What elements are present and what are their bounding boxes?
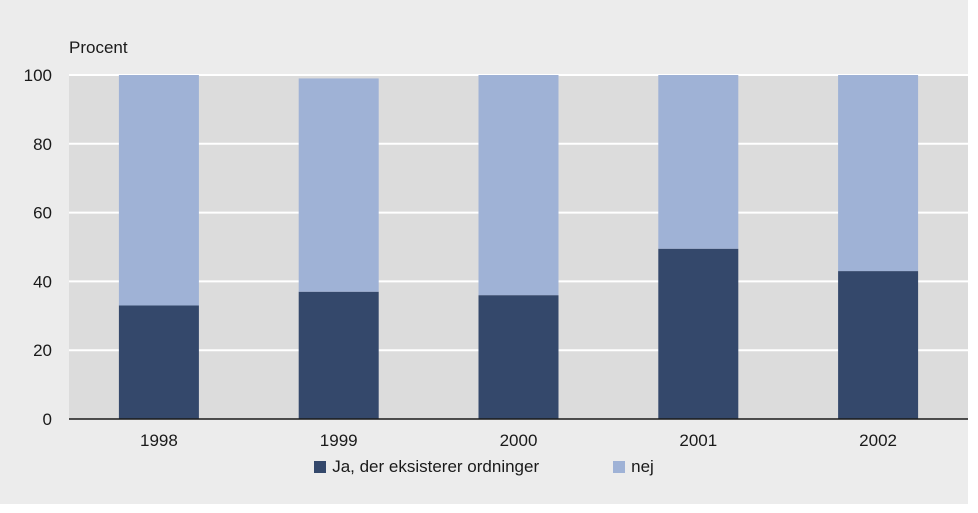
bar-1998-nej bbox=[118, 75, 199, 306]
y-tick-label: 100 bbox=[24, 66, 52, 85]
bar-1998-ja bbox=[118, 305, 199, 419]
legend-label-nej: nej bbox=[631, 457, 654, 476]
y-tick-label: 0 bbox=[43, 410, 52, 429]
x-tick-label: 1999 bbox=[320, 431, 358, 450]
x-tick-label: 2002 bbox=[859, 431, 897, 450]
bar-1999-nej bbox=[298, 78, 379, 292]
chart-frame: 0 20 40 60 80 100 1998 1999 2000 2001 2002 Procen… bbox=[0, 0, 968, 504]
x-tick-label: 2000 bbox=[500, 431, 538, 450]
bar-1999-ja bbox=[298, 291, 379, 419]
legend-label-ja: Ja, der eksisterer ordninger bbox=[332, 457, 540, 476]
y-tick-label: 40 bbox=[33, 272, 52, 291]
y-axis-ticks: 0 20 40 60 80 100 bbox=[24, 66, 52, 429]
bar-2000-ja bbox=[478, 295, 559, 419]
y-tick-label: 80 bbox=[33, 135, 52, 154]
bar-2000-nej bbox=[478, 75, 559, 296]
bar-2001-nej bbox=[658, 75, 739, 249]
y-axis-label: Procent bbox=[69, 38, 128, 57]
legend-swatch-nej bbox=[613, 461, 626, 473]
y-tick-label: 60 bbox=[33, 204, 52, 223]
bar-2002-ja bbox=[838, 271, 919, 419]
legend-item-nej: nej bbox=[613, 457, 654, 477]
legend-swatch-ja bbox=[314, 461, 327, 473]
legend: Ja, der eksisterer ordninger nej bbox=[0, 457, 968, 477]
legend-item-ja: Ja, der eksisterer ordninger bbox=[314, 457, 539, 477]
y-tick-label: 20 bbox=[33, 341, 52, 360]
x-tick-label: 1998 bbox=[140, 431, 178, 450]
x-axis-ticks: 1998 1999 2000 2001 2002 bbox=[140, 431, 897, 450]
x-tick-label: 2001 bbox=[679, 431, 717, 450]
bar-2001-ja bbox=[658, 248, 739, 419]
chart-svg: 0 20 40 60 80 100 1998 1999 2000 2001 2002 Procen… bbox=[24, 38, 968, 450]
bar-2002-nej bbox=[838, 75, 919, 272]
bars bbox=[118, 75, 919, 419]
